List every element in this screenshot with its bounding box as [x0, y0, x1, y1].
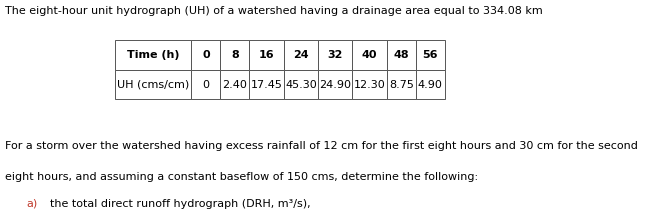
FancyBboxPatch shape — [191, 40, 220, 70]
FancyBboxPatch shape — [284, 40, 318, 70]
Text: The eight-hour unit hydrograph (UH) of a watershed having a drainage area equal : The eight-hour unit hydrograph (UH) of a… — [5, 6, 543, 15]
FancyBboxPatch shape — [284, 70, 318, 99]
FancyBboxPatch shape — [115, 40, 191, 70]
Text: a): a) — [26, 199, 38, 209]
FancyBboxPatch shape — [318, 40, 352, 70]
Text: 17.45: 17.45 — [251, 80, 282, 90]
Text: 45.30: 45.30 — [285, 80, 317, 90]
Text: UH (cms/cm): UH (cms/cm) — [117, 80, 189, 90]
Text: 0: 0 — [202, 50, 210, 60]
Text: 48: 48 — [393, 50, 409, 60]
Text: Time (h): Time (h) — [127, 50, 180, 60]
FancyBboxPatch shape — [249, 70, 284, 99]
FancyBboxPatch shape — [220, 40, 249, 70]
Text: 16: 16 — [259, 50, 275, 60]
FancyBboxPatch shape — [115, 70, 191, 99]
FancyBboxPatch shape — [249, 40, 284, 70]
Text: 24: 24 — [293, 50, 309, 60]
Text: 32: 32 — [327, 50, 343, 60]
FancyBboxPatch shape — [220, 70, 249, 99]
Text: For a storm over the watershed having excess rainfall of 12 cm for the first eig: For a storm over the watershed having ex… — [5, 141, 638, 151]
FancyBboxPatch shape — [387, 40, 416, 70]
FancyBboxPatch shape — [352, 40, 387, 70]
Text: 2.40: 2.40 — [222, 80, 248, 90]
Text: eight hours, and assuming a constant baseflow of 150 cms, determine the followin: eight hours, and assuming a constant bas… — [5, 172, 478, 182]
Text: 40: 40 — [362, 50, 378, 60]
FancyBboxPatch shape — [352, 70, 387, 99]
FancyBboxPatch shape — [416, 40, 445, 70]
FancyBboxPatch shape — [191, 70, 220, 99]
Text: 8: 8 — [231, 50, 239, 60]
Text: 4.90: 4.90 — [418, 80, 443, 90]
FancyBboxPatch shape — [416, 70, 445, 99]
FancyBboxPatch shape — [318, 70, 352, 99]
Text: 0: 0 — [203, 80, 209, 90]
FancyBboxPatch shape — [387, 70, 416, 99]
Text: 12.30: 12.30 — [354, 80, 385, 90]
Text: 8.75: 8.75 — [389, 80, 414, 90]
Text: the total direct runoff hydrograph (DRH, m³/s),: the total direct runoff hydrograph (DRH,… — [50, 199, 310, 209]
Text: 24.90: 24.90 — [319, 80, 351, 90]
Text: 56: 56 — [422, 50, 438, 60]
